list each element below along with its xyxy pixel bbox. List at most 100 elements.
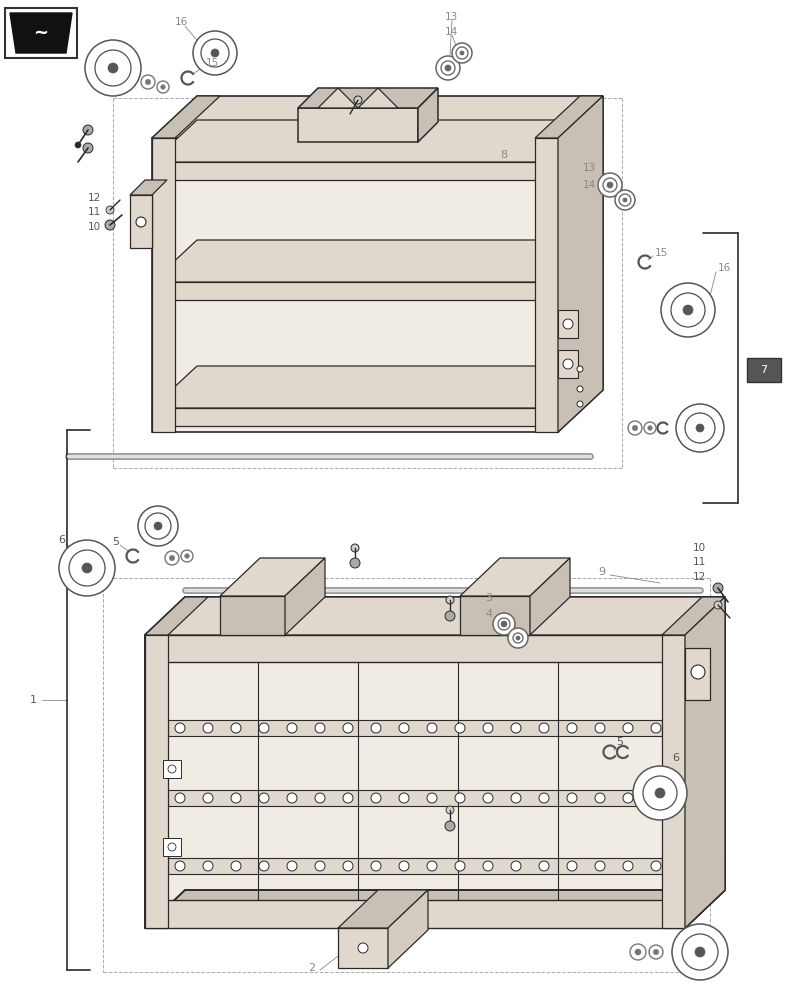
Circle shape xyxy=(500,621,506,627)
Polygon shape xyxy=(557,310,577,338)
Circle shape xyxy=(135,217,146,227)
Circle shape xyxy=(315,723,324,733)
Circle shape xyxy=(106,206,114,214)
Circle shape xyxy=(650,793,660,803)
Circle shape xyxy=(653,949,658,955)
Text: 16: 16 xyxy=(175,17,188,27)
Circle shape xyxy=(181,550,193,562)
Polygon shape xyxy=(168,790,661,806)
Circle shape xyxy=(642,776,676,810)
Circle shape xyxy=(539,861,548,871)
Circle shape xyxy=(508,628,527,648)
Circle shape xyxy=(672,924,727,980)
Circle shape xyxy=(342,793,353,803)
Circle shape xyxy=(203,723,212,733)
Polygon shape xyxy=(557,240,603,300)
Text: 14: 14 xyxy=(582,180,595,190)
Text: 4: 4 xyxy=(484,609,491,619)
Polygon shape xyxy=(152,162,557,180)
Circle shape xyxy=(594,723,604,733)
Polygon shape xyxy=(220,558,324,596)
Circle shape xyxy=(286,793,297,803)
Polygon shape xyxy=(534,138,557,432)
Circle shape xyxy=(566,723,577,733)
Circle shape xyxy=(492,613,514,635)
Circle shape xyxy=(175,723,185,733)
Circle shape xyxy=(75,142,81,148)
Polygon shape xyxy=(10,13,72,53)
Circle shape xyxy=(695,424,703,432)
Circle shape xyxy=(138,506,178,546)
Polygon shape xyxy=(152,408,557,426)
Circle shape xyxy=(483,861,492,871)
Circle shape xyxy=(622,723,633,733)
Circle shape xyxy=(483,793,492,803)
Circle shape xyxy=(603,178,616,192)
Circle shape xyxy=(259,793,268,803)
Circle shape xyxy=(436,56,460,80)
Circle shape xyxy=(371,723,380,733)
Circle shape xyxy=(83,143,93,153)
Circle shape xyxy=(440,61,454,75)
Polygon shape xyxy=(168,858,661,874)
Circle shape xyxy=(510,723,521,733)
Circle shape xyxy=(286,723,297,733)
Circle shape xyxy=(648,945,663,959)
Circle shape xyxy=(676,404,723,452)
Circle shape xyxy=(483,723,492,733)
Circle shape xyxy=(371,793,380,803)
Polygon shape xyxy=(145,597,208,635)
Text: 5: 5 xyxy=(112,537,119,547)
Polygon shape xyxy=(530,558,569,635)
Circle shape xyxy=(445,596,453,604)
Circle shape xyxy=(684,413,714,443)
Circle shape xyxy=(59,540,115,596)
Text: 13: 13 xyxy=(582,163,595,173)
Text: 9: 9 xyxy=(597,567,604,577)
Circle shape xyxy=(694,947,704,957)
Circle shape xyxy=(157,81,169,93)
Circle shape xyxy=(690,665,704,679)
Circle shape xyxy=(184,554,189,558)
Circle shape xyxy=(83,125,93,135)
Circle shape xyxy=(539,793,548,803)
Circle shape xyxy=(643,422,655,434)
Polygon shape xyxy=(557,350,577,378)
Circle shape xyxy=(460,51,463,55)
Circle shape xyxy=(201,39,229,67)
Polygon shape xyxy=(152,138,557,432)
Circle shape xyxy=(154,522,162,530)
Polygon shape xyxy=(661,635,684,928)
Circle shape xyxy=(315,861,324,871)
Polygon shape xyxy=(5,8,77,58)
Text: 10: 10 xyxy=(692,543,706,553)
Polygon shape xyxy=(163,838,181,856)
Circle shape xyxy=(358,943,367,953)
Polygon shape xyxy=(130,195,152,248)
Text: 5: 5 xyxy=(616,737,622,747)
Circle shape xyxy=(315,793,324,803)
Polygon shape xyxy=(460,596,530,635)
Polygon shape xyxy=(358,88,397,108)
Circle shape xyxy=(175,793,185,803)
Circle shape xyxy=(145,79,151,85)
Circle shape xyxy=(165,551,178,565)
Polygon shape xyxy=(318,88,358,108)
Circle shape xyxy=(577,401,582,407)
Circle shape xyxy=(230,861,241,871)
Circle shape xyxy=(259,723,268,733)
Circle shape xyxy=(427,793,436,803)
Polygon shape xyxy=(163,760,181,778)
Circle shape xyxy=(145,513,171,539)
Circle shape xyxy=(650,861,660,871)
Circle shape xyxy=(193,31,237,75)
Circle shape xyxy=(398,723,409,733)
Circle shape xyxy=(660,283,714,337)
Polygon shape xyxy=(684,597,724,662)
Circle shape xyxy=(562,359,573,369)
Circle shape xyxy=(614,190,634,210)
Polygon shape xyxy=(152,366,603,408)
Circle shape xyxy=(161,85,165,89)
Circle shape xyxy=(286,861,297,871)
Circle shape xyxy=(712,583,722,593)
